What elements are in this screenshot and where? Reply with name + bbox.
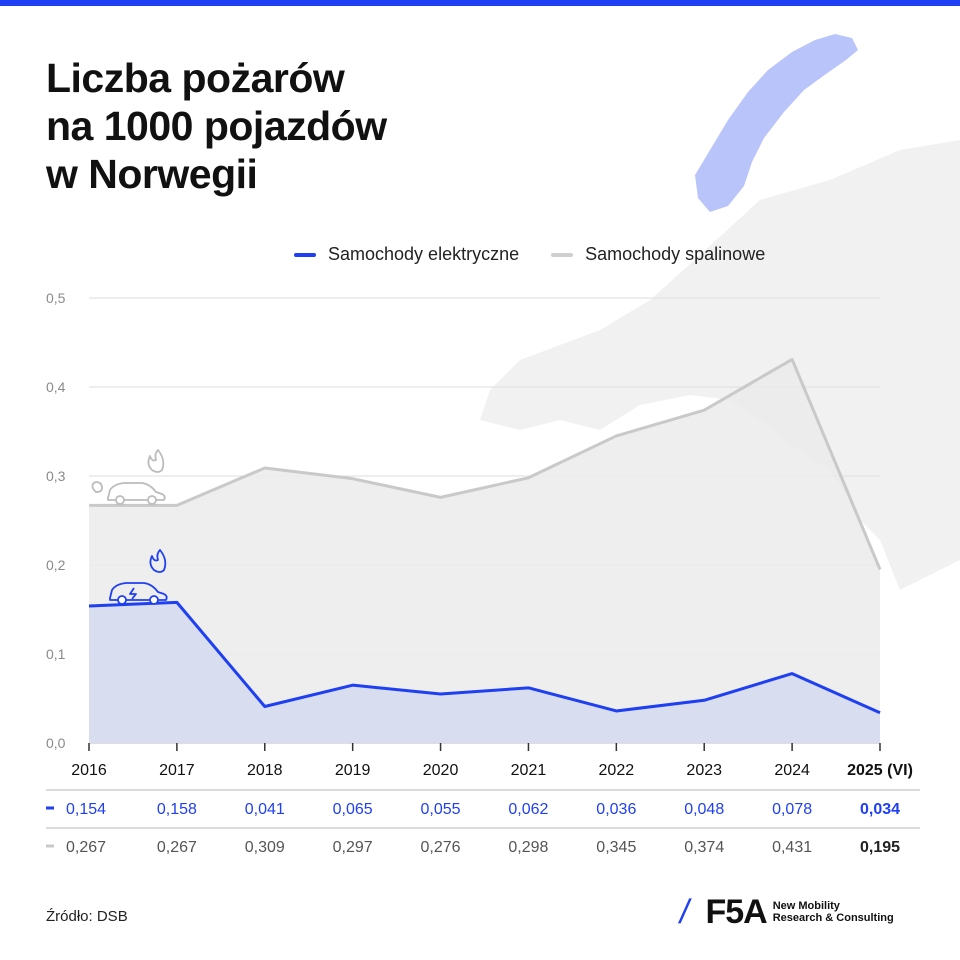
data-label-ev: 0,041 [245, 801, 285, 818]
y-tick-label: 0,3 [46, 468, 66, 484]
chart-legend: Samochody elektryczne Samochody spalinow… [294, 244, 765, 265]
legend-swatch-ev [294, 252, 316, 257]
data-label-ev: 0,048 [684, 801, 724, 818]
title-line: w Norwegii [46, 151, 258, 197]
data-label-ev: 0,154 [66, 801, 106, 818]
y-tick-label: 0,4 [46, 379, 66, 395]
x-tick-label: 2023 [686, 762, 722, 779]
x-tick-label: 2021 [511, 762, 547, 779]
legend-label-ev: Samochody elektryczne [328, 244, 520, 264]
data-label-ev: 0,062 [508, 801, 548, 818]
data-label-ev: 0,078 [772, 801, 812, 818]
legend-item-ice: Samochody spalinowe [551, 244, 765, 265]
area-ev [89, 602, 880, 743]
data-label-ice: 0,267 [66, 839, 106, 856]
series-line-ice [89, 357, 882, 571]
top-accent-bar [0, 0, 960, 6]
data-label-ice: 0,431 [772, 839, 812, 856]
y-tick-label: 0,0 [46, 735, 66, 751]
logo-tagline-line: New Mobility [772, 900, 840, 912]
data-label-ev: 0,036 [596, 801, 636, 818]
data-label-ice: 0,374 [684, 839, 724, 856]
x-tick-label: 2017 [159, 762, 195, 779]
f5a-logo: / F5A New Mobility Research & Consulting [676, 893, 903, 931]
data-label-ice: 0,267 [157, 839, 197, 856]
logo-mark: F5A [705, 893, 767, 931]
ev-car-fire-icon [109, 549, 168, 605]
legend-swatch-ice [551, 252, 574, 257]
y-tick-label: 0,5 [46, 290, 66, 306]
norway-map [695, 34, 858, 212]
x-tick-label: 2024 [774, 762, 810, 779]
data-label-ev: 0,034 [860, 801, 900, 818]
data-label-ice: 0,309 [245, 839, 285, 856]
title-line: Liczba pożarów [46, 55, 345, 101]
chart-title: Liczba pożarów na 1000 pojazdów w Norweg… [46, 54, 566, 198]
data-label-ice: 0,276 [421, 839, 461, 856]
x-tick-label: 2025 (VI) [847, 762, 913, 779]
area-ice [89, 359, 880, 743]
series-line-ev [88, 600, 881, 715]
legend-item-ev: Samochody elektryczne [294, 244, 519, 265]
y-tick-label: 0,1 [46, 646, 66, 662]
data-label-ice: 0,298 [508, 839, 548, 856]
data-label-ice: 0,345 [596, 839, 636, 856]
data-label-ev: 0,158 [157, 801, 197, 818]
title-line: na 1000 pojazdów [46, 103, 387, 149]
legend-label-ice: Samochody spalinowe [585, 244, 766, 264]
x-tick-label: 2022 [599, 762, 635, 779]
data-label-ice: 0,297 [333, 839, 373, 856]
x-tick-label: 2019 [335, 762, 371, 779]
y-tick-label: 0,2 [46, 557, 66, 573]
logo-tagline-line: Research & Consulting [772, 912, 894, 924]
data-label-ev: 0,065 [333, 801, 373, 818]
x-tick-label: 2018 [247, 762, 283, 779]
ice-car-fire-icon [91, 449, 166, 505]
x-tick-label: 2016 [71, 762, 107, 779]
x-tick-label: 2020 [423, 762, 459, 779]
source-note: Źródło: DSB [46, 908, 128, 925]
data-label-ice: 0,195 [860, 839, 900, 856]
logo-slash-icon: / [676, 893, 693, 931]
logo-tagline: New Mobility Research & Consulting [773, 900, 903, 924]
data-label-ev: 0,055 [421, 801, 461, 818]
